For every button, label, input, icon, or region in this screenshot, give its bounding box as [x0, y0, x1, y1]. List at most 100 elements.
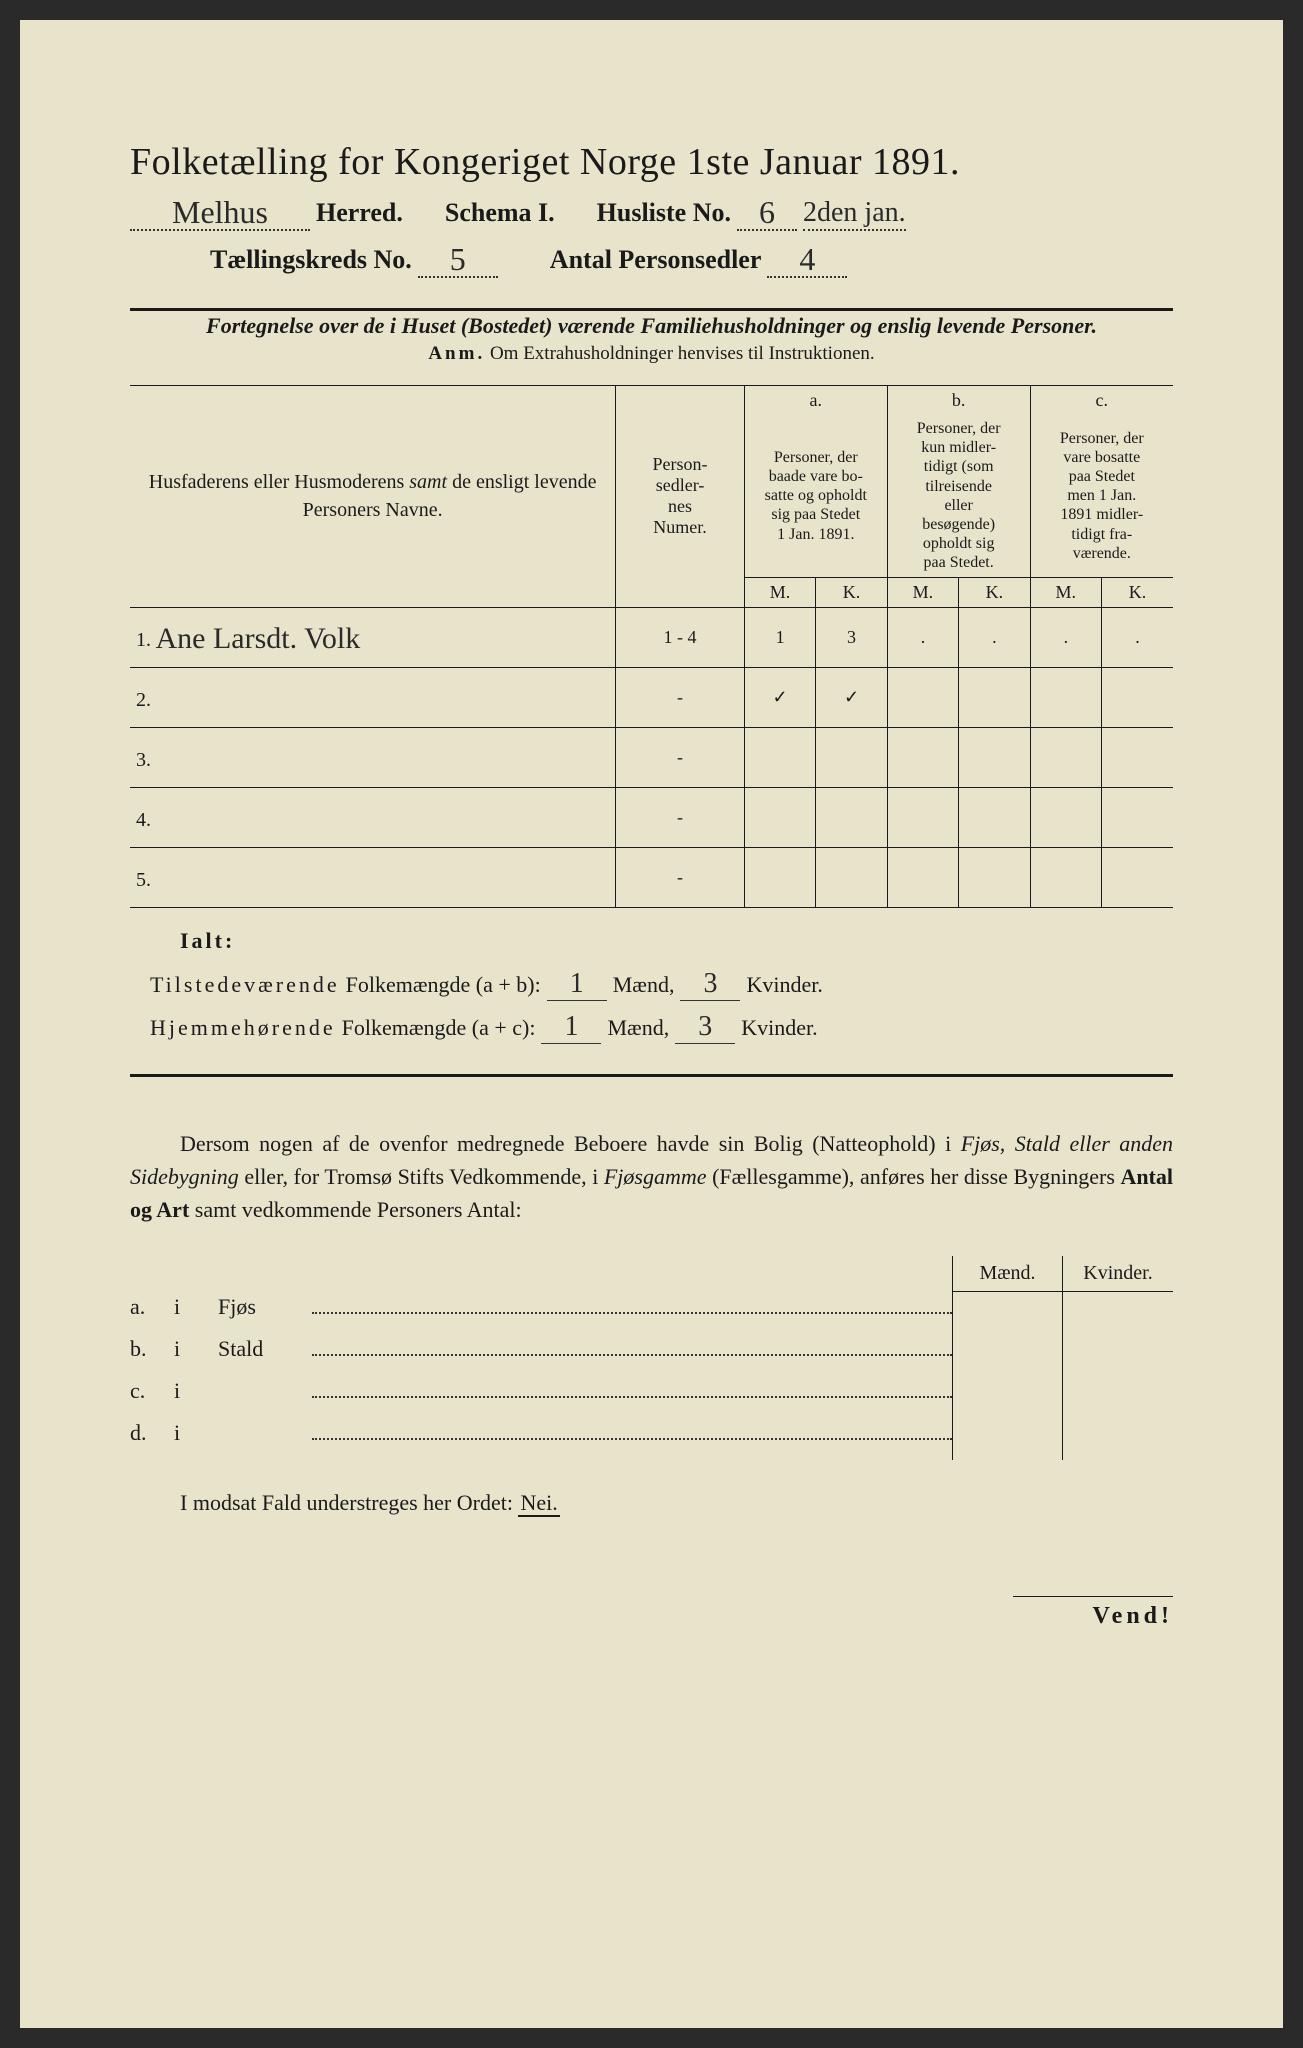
col-c-k: K.	[1102, 577, 1173, 607]
row-sedler: -	[616, 787, 745, 847]
nei-line: I modsat Fald understreges her Ordet: Ne…	[130, 1490, 1173, 1516]
col-num-header: Person-sedler-nesNumer.	[616, 386, 745, 608]
building-maend-col: Mænd.	[953, 1256, 1063, 1460]
row-sedler: -	[616, 727, 745, 787]
kvinder-label: Kvinder.	[746, 972, 822, 998]
row-b-m	[887, 847, 958, 907]
antal-field: 4	[767, 239, 847, 278]
anm-text: Om Extrahusholdninger henvises til Instr…	[490, 343, 875, 364]
col-b-label: b.	[887, 386, 1030, 416]
col-b-m: M.	[887, 577, 958, 607]
kreds-label: Tællingskreds No.	[210, 245, 412, 275]
maend-label: Mænd,	[613, 972, 675, 998]
row-c-k	[1102, 727, 1173, 787]
row-b-m	[887, 727, 958, 787]
building-row-label: d.	[130, 1420, 160, 1446]
building-row-label: a.	[130, 1294, 160, 1320]
table-row: 5. -	[130, 847, 1173, 907]
margin-note: 2den jan.	[803, 197, 906, 228]
summary-2-label: Hjemmehørende	[150, 1015, 336, 1041]
row-a-m: ✓	[744, 667, 815, 727]
row-a-m: 1	[744, 607, 815, 667]
row-c-m	[1030, 727, 1101, 787]
ialt-label: Ialt:	[180, 928, 1173, 954]
row-a-k	[816, 847, 887, 907]
row-b-k	[959, 847, 1030, 907]
main-table: Husfaderens eller Husmoderens samt de en…	[130, 385, 1173, 908]
building-row-place: Fjøs	[218, 1294, 298, 1320]
building-row-dots	[312, 1418, 952, 1440]
row-b-m: .	[887, 607, 958, 667]
row-a-m	[744, 727, 815, 787]
building-row: a. i Fjøs	[130, 1292, 952, 1320]
rule	[130, 308, 1173, 311]
building-row-i: i	[174, 1420, 204, 1446]
antal-value: 4	[799, 241, 815, 277]
col-c-m: M.	[1030, 577, 1101, 607]
row-name-cell: 5.	[130, 847, 616, 907]
building-paragraph: Dersom nogen af de ovenfor medregnede Be…	[130, 1127, 1173, 1226]
row-b-m	[887, 667, 958, 727]
summary-2-k-field: 3	[675, 1011, 735, 1044]
rule-2	[130, 1074, 1173, 1077]
col-b-k: K.	[959, 577, 1030, 607]
header-line-3: Tællingskreds No. 5 Antal Personsedler 4	[130, 239, 1173, 278]
summary-2-rest: Folkemængde (a + c):	[342, 1015, 536, 1041]
herred-value: Melhus	[172, 194, 268, 230]
building-row-dots	[312, 1292, 952, 1314]
col-b-text: Personer, derkun midler-tidigt (somtilre…	[887, 415, 1030, 577]
margin-note-field: 2den jan.	[803, 197, 906, 231]
kvinder-label-2: Kvinder.	[741, 1015, 817, 1041]
husliste-value: 6	[759, 194, 775, 230]
schema-label: Schema I.	[445, 198, 555, 228]
building-row-dots	[312, 1334, 952, 1356]
row-c-k	[1102, 667, 1173, 727]
col-name-header: Husfaderens eller Husmoderens samt de en…	[130, 386, 616, 608]
row-name-cell: 1. Ane Larsdt. Volk	[130, 607, 616, 667]
nei-text: I modsat Fald understreges her Ordet:	[180, 1490, 513, 1515]
summary-2-k: 3	[698, 1011, 712, 1042]
maend-label-2: Mænd,	[607, 1015, 669, 1041]
col-a-text: Personer, derbaade vare bo-satte og opho…	[744, 415, 887, 577]
summary-1-k-field: 3	[680, 968, 740, 1001]
anm-line: Anm. Om Extrahusholdninger henvises til …	[130, 343, 1173, 365]
summary-2-m-field: 1	[541, 1011, 601, 1044]
col-c-label: c.	[1030, 386, 1173, 416]
building-row: b. i Stald	[130, 1334, 952, 1362]
table-row: 4. -	[130, 787, 1173, 847]
row-sedler: -	[616, 667, 745, 727]
row-a-m	[744, 847, 815, 907]
row-a-k: ✓	[816, 667, 887, 727]
antal-label: Antal Personsedler	[550, 245, 762, 275]
building-maend-hdr: Mænd.	[953, 1256, 1062, 1292]
row-c-m	[1030, 787, 1101, 847]
summary-2-m: 1	[564, 1011, 578, 1042]
building-row-label: b.	[130, 1336, 160, 1362]
subtitle: Fortegnelse over de i Huset (Bostedet) v…	[130, 313, 1173, 339]
building-row: c. i	[130, 1376, 952, 1404]
row-a-m	[744, 787, 815, 847]
row-b-k	[959, 787, 1030, 847]
building-kvinder-col: Kvinder.	[1063, 1256, 1173, 1460]
summary-1-rest: Folkemængde (a + b):	[346, 972, 541, 998]
row-b-k: .	[959, 607, 1030, 667]
row-sedler: 1 - 4	[616, 607, 745, 667]
row-c-m: .	[1030, 607, 1101, 667]
row-c-k: .	[1102, 607, 1173, 667]
building-row-i: i	[174, 1378, 204, 1404]
husliste-label: Husliste No.	[597, 198, 731, 228]
summary-1-m: 1	[570, 968, 584, 999]
building-row: d. i	[130, 1418, 952, 1446]
row-c-m	[1030, 667, 1101, 727]
building-row-dots	[312, 1376, 952, 1398]
row-b-k	[959, 727, 1030, 787]
row-c-k	[1102, 787, 1173, 847]
row-sedler: -	[616, 847, 745, 907]
kreds-value: 5	[450, 241, 466, 277]
col-a-k: K.	[816, 577, 887, 607]
kreds-field: 5	[418, 239, 498, 278]
table-row: 2. - ✓ ✓	[130, 667, 1173, 727]
building-row-label: c.	[130, 1378, 160, 1404]
row-a-k	[816, 727, 887, 787]
row-c-m	[1030, 847, 1101, 907]
